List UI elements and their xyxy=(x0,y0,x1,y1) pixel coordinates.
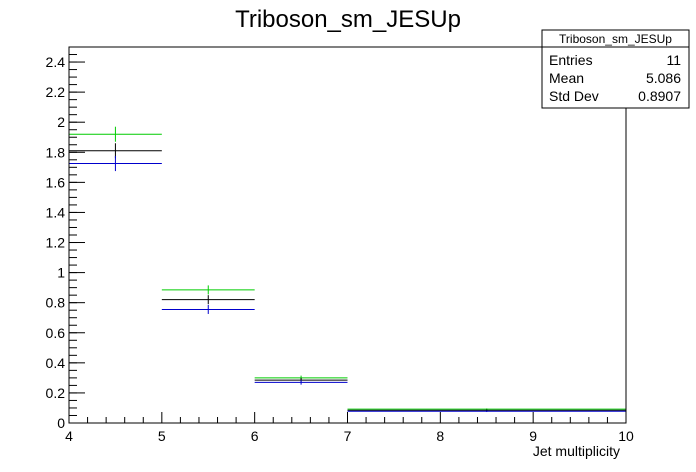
histogram-marks xyxy=(69,126,626,413)
bin-s1-b0 xyxy=(69,143,162,159)
stats-stddev-value: 0.8907 xyxy=(638,88,681,104)
bin-s1-b1 xyxy=(161,295,255,305)
bin-s2-b2 xyxy=(254,380,348,385)
stats-box-frame xyxy=(541,29,690,109)
stats-entries-value: 11 xyxy=(666,52,681,68)
stats-box: Triboson_sm_JESUp Entries 11 Mean 5.086 … xyxy=(541,29,690,109)
x-tick-label: 9 xyxy=(529,428,537,444)
y-tick-label: 1.2 xyxy=(46,235,66,251)
x-tick-label: 6 xyxy=(251,428,259,444)
stats-entries-label: Entries xyxy=(549,52,593,68)
y-tick-label: 0.6 xyxy=(46,325,66,341)
stats-mean-value: 5.086 xyxy=(646,70,681,86)
axes: 4 5 6 7 8 9 10 0 0.2 0.4 0.6 0.8 1 1.2 1.4 1.6 1.8 2 2.2 2.… xyxy=(46,46,634,444)
bin-s2-b3 xyxy=(347,410,626,413)
bin-s0-b0 xyxy=(69,126,162,142)
x-tick-label: 4 xyxy=(65,428,73,444)
y-tick-label: 1.8 xyxy=(46,144,66,160)
y-tick-label: 1.6 xyxy=(46,174,66,190)
x-tick-label: 7 xyxy=(344,428,352,444)
y-tick-label: 2.2 xyxy=(46,84,66,100)
chart-title: Triboson_sm_JESUp xyxy=(235,6,461,33)
y-tick-label: 1.4 xyxy=(46,204,66,220)
x-tick-label: 10 xyxy=(618,428,634,444)
x-tick-label: 5 xyxy=(158,428,166,444)
y-tick-label: 0.8 xyxy=(46,295,66,311)
y-tick-label: 0.4 xyxy=(46,355,66,371)
stats-box-title: Triboson_sm_JESUp xyxy=(559,32,672,46)
stats-mean-label: Mean xyxy=(549,70,584,86)
y-tick-label: 1 xyxy=(57,265,65,281)
y-tick-label: 2 xyxy=(57,114,65,130)
bin-s2-b1 xyxy=(161,304,255,314)
bin-s2-b0 xyxy=(69,156,162,172)
stats-stddev-label: Std Dev xyxy=(549,88,599,104)
bin-s0-b1 xyxy=(161,285,255,295)
y-tick-label: 0 xyxy=(57,415,65,431)
x-axis-label: Jet multiplicity xyxy=(533,443,620,459)
y-tick-label: 0.2 xyxy=(46,385,66,401)
y-tick-label: 2.4 xyxy=(46,54,66,70)
x-tick-label: 8 xyxy=(436,428,444,444)
